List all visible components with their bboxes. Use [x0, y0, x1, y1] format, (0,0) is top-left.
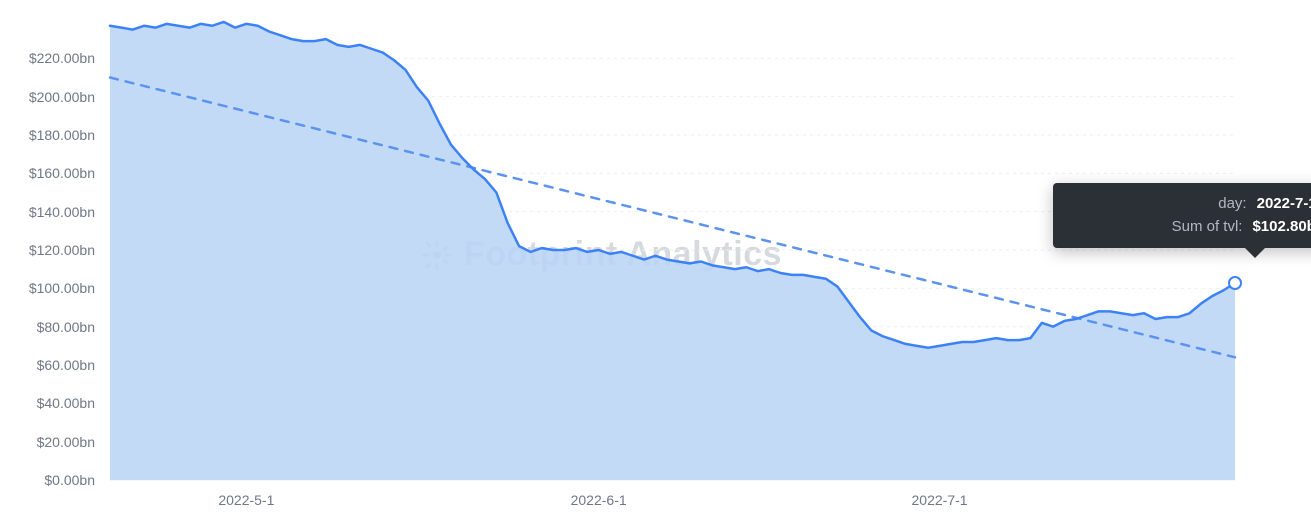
endpoint-marker — [1228, 276, 1242, 290]
tooltip-key: day: — [1218, 193, 1246, 216]
tvl-area-chart: $0.00bn$20.00bn$40.00bn$60.00bn$80.00bn$… — [0, 0, 1311, 527]
tooltip-key: Sum of tvl: — [1172, 216, 1243, 239]
tooltip-row: day: 2022-7-19 — [1067, 193, 1311, 216]
tooltip: day: 2022-7-19 Sum of tvl: $102.80bn — [1053, 183, 1311, 248]
tooltip-row: Sum of tvl: $102.80bn — [1067, 216, 1311, 239]
x-tick-label: 2022-5-1 — [218, 492, 274, 508]
x-tick-label: 2022-7-1 — [912, 492, 968, 508]
x-tick-label: 2022-6-1 — [571, 492, 627, 508]
tooltip-value: 2022-7-19 — [1257, 193, 1311, 216]
tooltip-value: $102.80bn — [1252, 216, 1311, 239]
